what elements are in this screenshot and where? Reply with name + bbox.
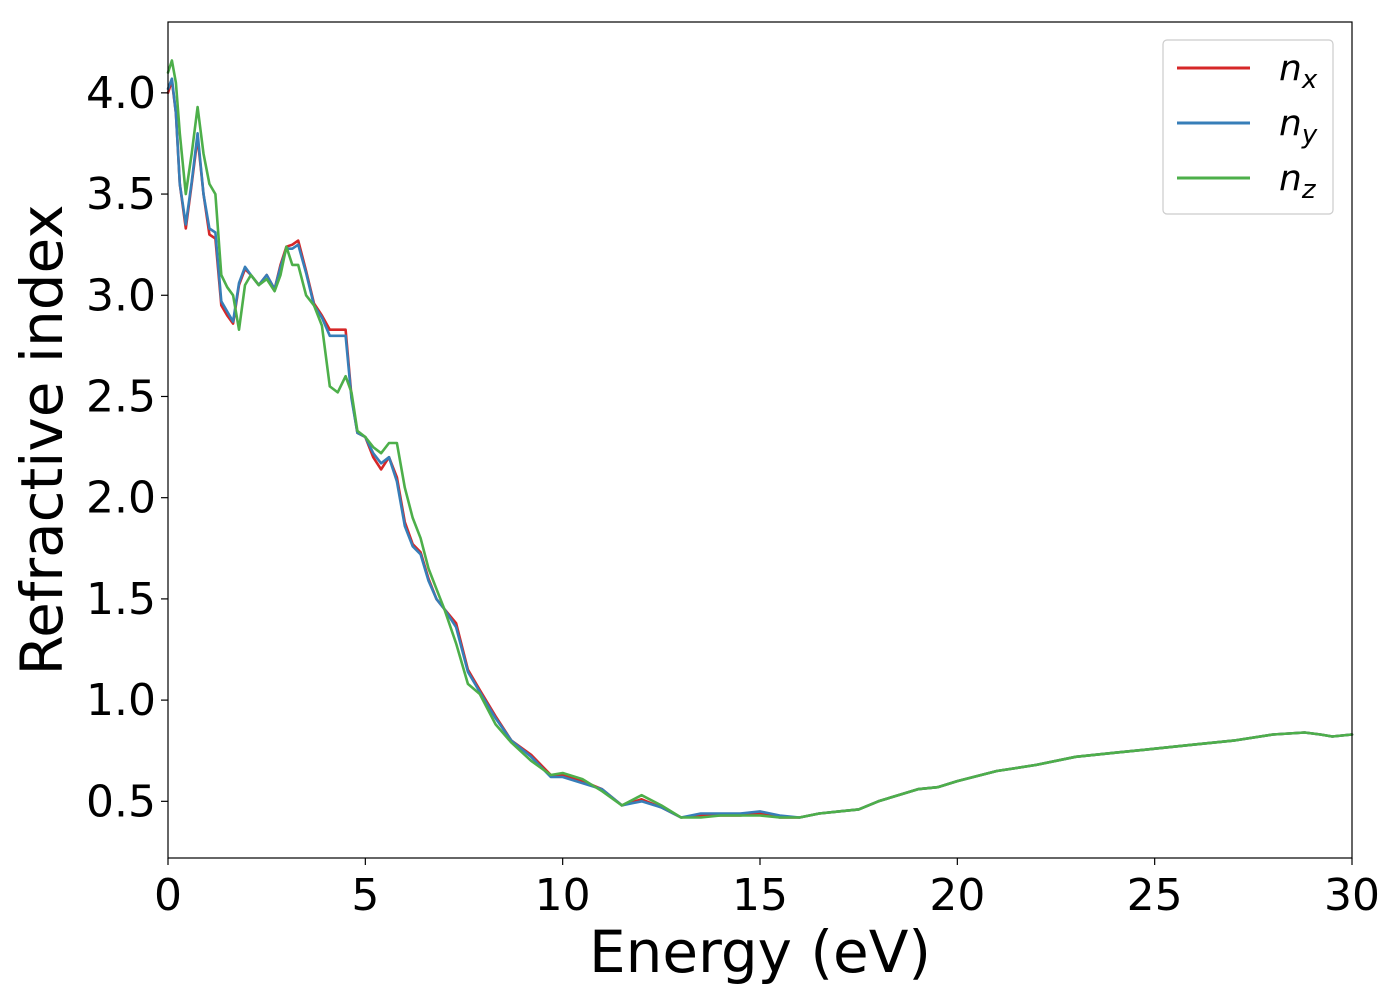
- y-tick-label: 3.5: [86, 169, 156, 220]
- y-tick-label: 2.5: [86, 371, 156, 422]
- legend-entry-x: nx: [1177, 48, 1318, 95]
- y-tick-label: 1.0: [86, 675, 156, 726]
- legend-box: [1162, 39, 1334, 215]
- y-tick-label: 3.0: [86, 270, 156, 321]
- x-tick-label: 20: [929, 870, 985, 921]
- y-axis-title: Refractive index: [8, 204, 76, 675]
- y-tick-label: 4.0: [86, 68, 156, 119]
- series-layer: [166, 59, 1354, 819]
- series-line-z: [166, 59, 1354, 819]
- plot-area: [166, 21, 1354, 859]
- x-axis-title: Energy (eV): [589, 918, 931, 986]
- y-tick-label: 1.5: [86, 574, 156, 625]
- x-tick-label: 25: [1127, 870, 1183, 921]
- x-tick-label: 0: [154, 870, 182, 921]
- y-tick-label: 0.5: [86, 776, 156, 827]
- x-axis: 0 5 10 15 20 25 30: [154, 858, 1380, 921]
- y-axis: 0.5 1.0 1.5 2.0 2.5 3.0 3.5 4.0: [86, 68, 168, 827]
- x-tick-label: 10: [535, 870, 591, 921]
- x-tick-label: 15: [732, 870, 788, 921]
- x-tick-label: 5: [351, 870, 379, 921]
- x-tick-label: 30: [1324, 870, 1380, 921]
- y-tick-label: 2.0: [86, 473, 156, 524]
